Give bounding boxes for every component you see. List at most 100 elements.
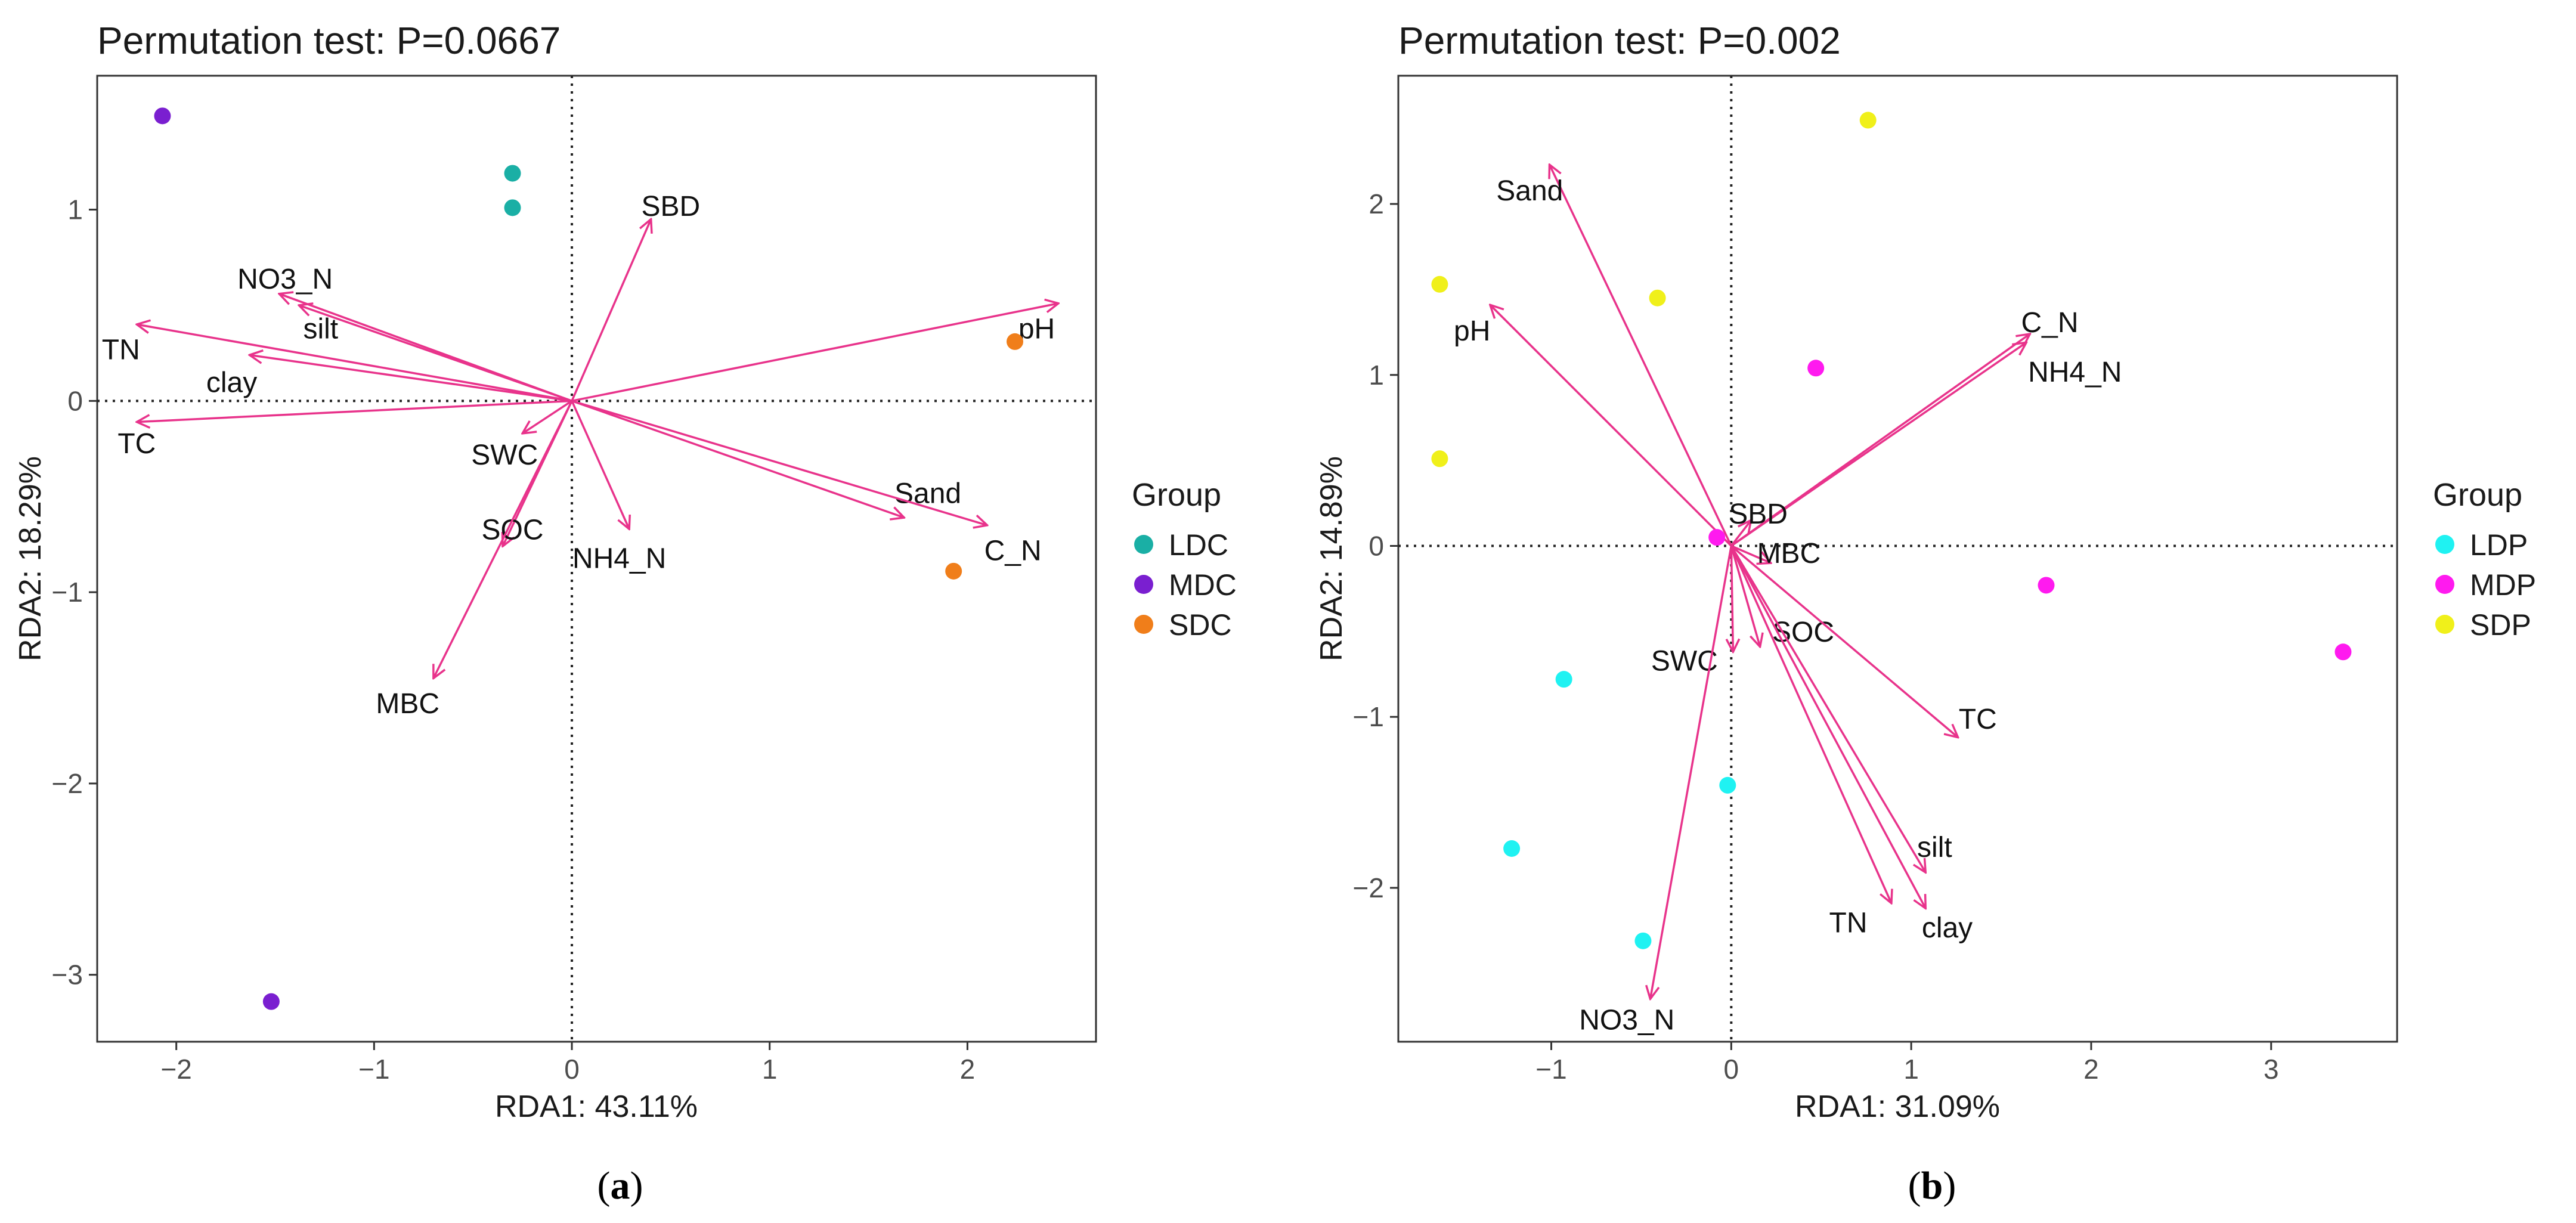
point-sdc <box>1007 333 1024 350</box>
point-ldp <box>1634 932 1652 949</box>
panel-a-legend-title: Group <box>1132 477 1221 513</box>
point-sdp <box>1859 112 1877 129</box>
x-tick-label: 0 <box>564 1054 580 1085</box>
point-sdp <box>1431 450 1448 467</box>
panel-a: Permutation test: P=0.0667 −2 −1 0 1 2 −3−2−… <box>13 19 1237 1207</box>
y-tick-label: 0 <box>1368 530 1384 561</box>
legend-swatch-sdp <box>2435 615 2454 634</box>
legend-swatch-mdp <box>2435 575 2454 594</box>
point-mdp <box>2334 643 2352 661</box>
legend-swatch-mdc <box>1134 575 1153 594</box>
vector-swc-label: SWC <box>471 439 538 471</box>
vector-sbd-label: SBD <box>1729 499 1788 530</box>
vector-nh4-n-label: NH4_N <box>2028 357 2122 388</box>
vector-silt-arrow <box>299 305 572 402</box>
y-tick-label: 0 <box>67 385 83 416</box>
panel-b-caption: (b) <box>1908 1164 1956 1207</box>
panel-b: Permutation test: P=0.002 −1 0 1 2 3 −2 −1 0 1 2… <box>1314 19 2536 1207</box>
x-tick-label: 1 <box>762 1054 778 1085</box>
vector-sand-label: Sand <box>894 478 961 509</box>
vector-no3-n-arrow <box>1651 546 1733 999</box>
vector-swc-arrow <box>522 400 573 434</box>
vector-ph-label: pH <box>1454 315 1490 347</box>
panel-a-reference-lines <box>97 76 1096 1042</box>
vector-tn-label: TN <box>102 335 140 366</box>
x-tick-label: 2 <box>2083 1054 2099 1085</box>
legend-label-sdp: SDP <box>2470 608 2531 642</box>
x-tick-label: 3 <box>2264 1054 2279 1085</box>
vector-nh4-n-arrow <box>571 400 629 529</box>
y-tick-label: −1 <box>52 577 83 608</box>
vector-silt-label: silt <box>1917 832 1952 863</box>
vector-nh4-n-label: NH4_N <box>572 543 666 574</box>
panel-a-x-axis-label: RDA1: 43.11% <box>495 1089 698 1124</box>
panel-b-title: Permutation test: P=0.002 <box>1398 19 1841 62</box>
point-mdp <box>1807 360 1825 377</box>
vector-c-n-arrow <box>571 400 987 525</box>
vector-tn-arrow <box>1730 545 1891 903</box>
x-tick-label: 2 <box>960 1054 976 1085</box>
panel-b-legend: Group LDP MDP SDP <box>2433 477 2536 642</box>
panel-a-sample-points <box>154 107 1024 1010</box>
vector-swc-label: SWC <box>1651 646 1718 677</box>
panel-a-y-axis: −3 −2 −1 0 1 <box>52 194 97 990</box>
vector-swc-arrow <box>1731 546 1733 652</box>
vector-tc-arrow <box>1730 545 1958 737</box>
x-tick-label: 0 <box>1724 1054 1739 1085</box>
y-tick-label: −1 <box>1353 701 1384 732</box>
vector-sbd-label: SBD <box>642 191 701 222</box>
point-sdc <box>945 562 962 580</box>
vector-mbc-label: MBC <box>376 688 439 720</box>
legend-label-mdp: MDP <box>2470 568 2536 602</box>
panel-b-legend-title: Group <box>2433 477 2522 513</box>
vector-clay-label: clay <box>1922 912 1973 944</box>
panel-b-x-axis: −1 0 1 2 3 <box>1535 1042 2279 1085</box>
legend-swatch-ldc <box>1134 535 1153 554</box>
vector-sand-arrow <box>1550 165 1732 547</box>
vector-sbd-arrow <box>1730 520 1751 547</box>
vector-tc-label: TC <box>1959 704 1997 735</box>
vector-clay-arrow <box>1730 545 1925 908</box>
y-tick-label: −2 <box>1353 872 1384 903</box>
panel-b-y-axis-label: RDA2: 14.89% <box>1314 456 1349 661</box>
point-mdc <box>154 107 171 125</box>
vector-sand-arrow <box>571 400 904 518</box>
legend-label-ldc: LDC <box>1169 528 1228 562</box>
vector-tc-label: TC <box>117 428 156 460</box>
y-tick-label: −3 <box>52 959 83 990</box>
vector-sand-label: Sand <box>1496 175 1563 207</box>
point-mdc <box>262 993 280 1010</box>
point-ldp <box>1719 776 1736 794</box>
vector-c-n-label: C_N <box>2021 307 2079 339</box>
panel-a-caption: (a) <box>597 1164 643 1207</box>
x-tick-label: 1 <box>1903 1054 1919 1085</box>
vector-mbc-arrow <box>434 400 573 678</box>
panel-b-x-axis-label: RDA1: 31.09% <box>1795 1089 2000 1124</box>
panel-a-env-vectors: SBDNO3_NsiltTNclayTCpHSWCSOCNH4_NSandC_N… <box>102 191 1058 720</box>
vector-tn-label: TN <box>1829 907 1868 939</box>
panel-a-plot-frame <box>96 75 1097 1043</box>
panel-b-plot-frame <box>1397 75 2398 1043</box>
point-ldc <box>504 165 521 182</box>
x-tick-label: −1 <box>358 1054 389 1085</box>
x-tick-label: −2 <box>160 1054 191 1085</box>
vector-ph-arrow <box>1490 305 1732 547</box>
y-tick-label: 2 <box>1368 188 1384 219</box>
point-mdp <box>1708 529 1726 546</box>
panel-b-y-axis: −2 −1 0 1 2 <box>1353 188 1398 903</box>
x-tick-label: −1 <box>1535 1054 1566 1085</box>
panel-a-title: Permutation test: P=0.0667 <box>97 19 561 62</box>
y-tick-label: 1 <box>1368 360 1384 391</box>
vector-ph-arrow <box>571 304 1058 402</box>
vector-mbc-arrow <box>1730 544 1770 563</box>
vector-c-n-label: C_N <box>984 535 1042 567</box>
point-sdp <box>1431 275 1448 293</box>
legend-label-ldp: LDP <box>2470 528 2528 562</box>
panel-b-reference-lines <box>1398 76 2397 1042</box>
legend-label-sdc: SDC <box>1169 608 1232 642</box>
vector-nh4-n-arrow <box>1730 342 2026 547</box>
y-tick-label: 1 <box>67 194 83 225</box>
point-mdp <box>2038 577 2055 594</box>
vector-sbd-arrow <box>571 219 651 402</box>
